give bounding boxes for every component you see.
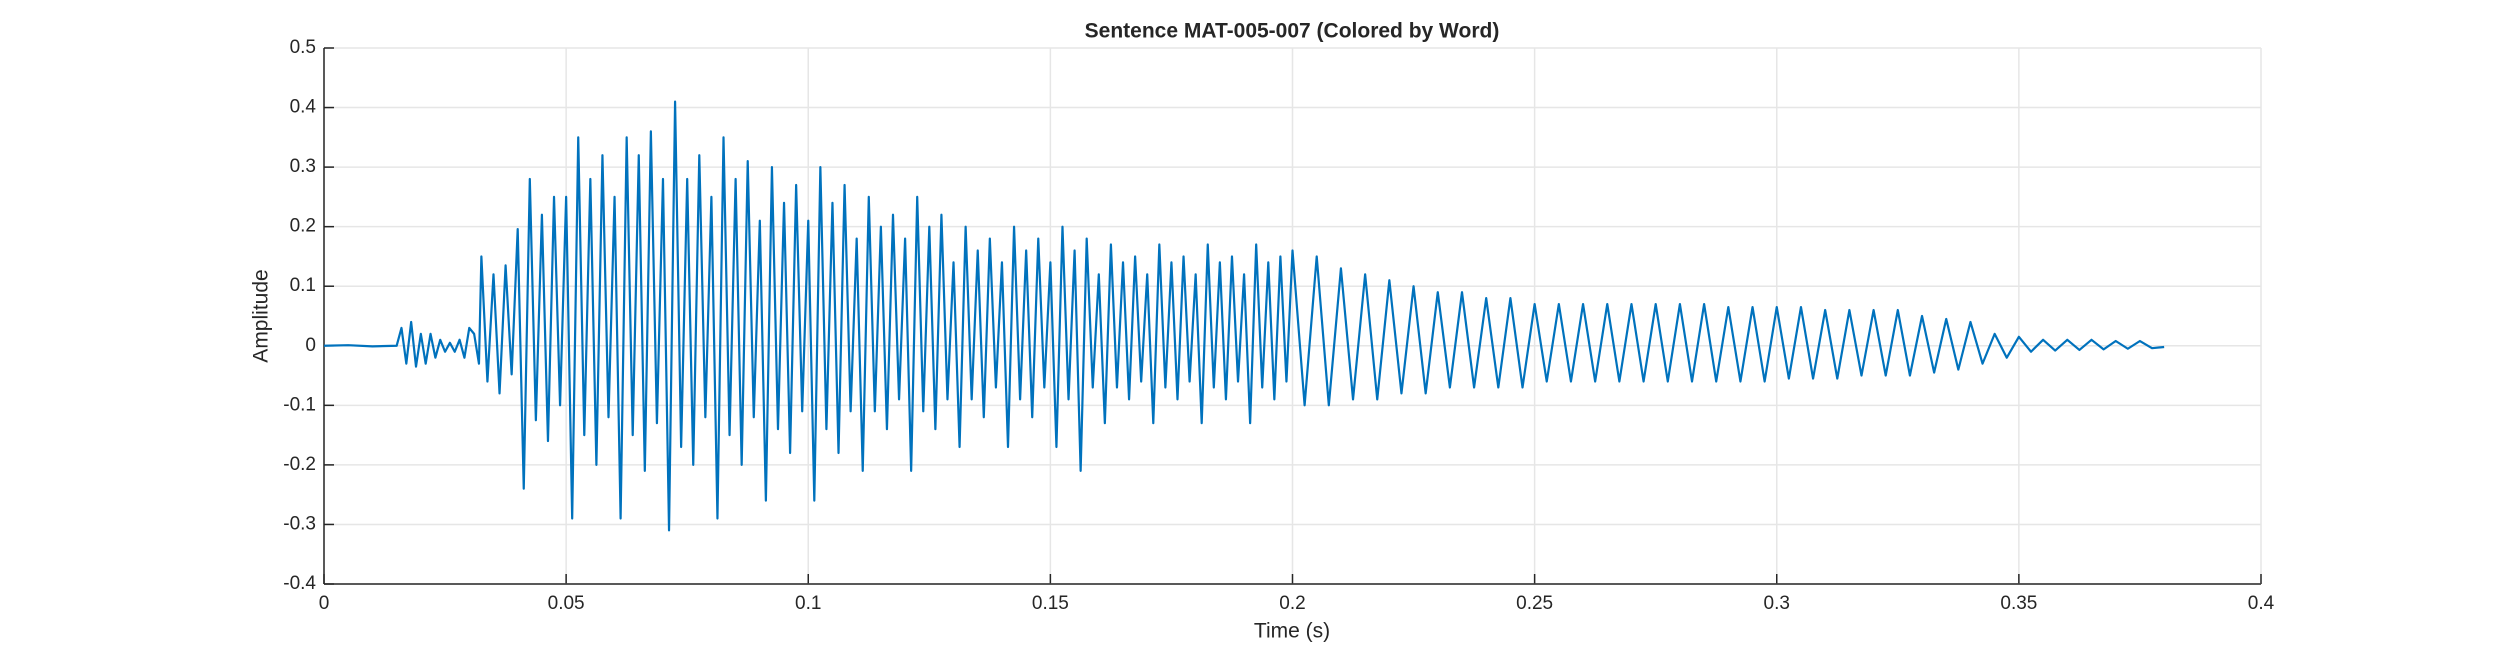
y-tick-label: 0.4 xyxy=(290,97,317,118)
y-tick-label: 0.2 xyxy=(290,216,316,237)
x-tick-label: 0.05 xyxy=(548,593,585,614)
waveform-line xyxy=(323,100,2165,532)
y-tick-label: 0.3 xyxy=(290,156,316,177)
x-tick-label: 0.15 xyxy=(1032,593,1069,614)
y-tick-label: 0.1 xyxy=(290,275,316,296)
y-axis-label: Amplitude xyxy=(250,269,273,362)
x-tick-label: 0.4 xyxy=(2248,593,2275,614)
y-tick-label: 0 xyxy=(305,335,316,356)
y-tick-label: -0.4 xyxy=(283,573,316,594)
x-tick-label: 0 xyxy=(319,593,330,614)
chart-title: Sentence MAT-005-007 (Colored by Word) xyxy=(1085,20,1500,43)
y-tick-label: -0.1 xyxy=(283,394,316,415)
y-tick-label: -0.3 xyxy=(283,513,316,534)
x-tick-label: 0.2 xyxy=(1279,593,1305,614)
x-tick-label: 0.25 xyxy=(1516,593,1553,614)
x-axis-label: Time (s) xyxy=(1254,620,1330,643)
y-tick-label: -0.2 xyxy=(283,454,316,475)
y-tick-label: 0.5 xyxy=(290,37,316,58)
x-tick-label: 0.1 xyxy=(795,593,821,614)
x-tick-label: 0.3 xyxy=(1764,593,1790,614)
x-tick-label: 0.35 xyxy=(2000,593,2037,614)
